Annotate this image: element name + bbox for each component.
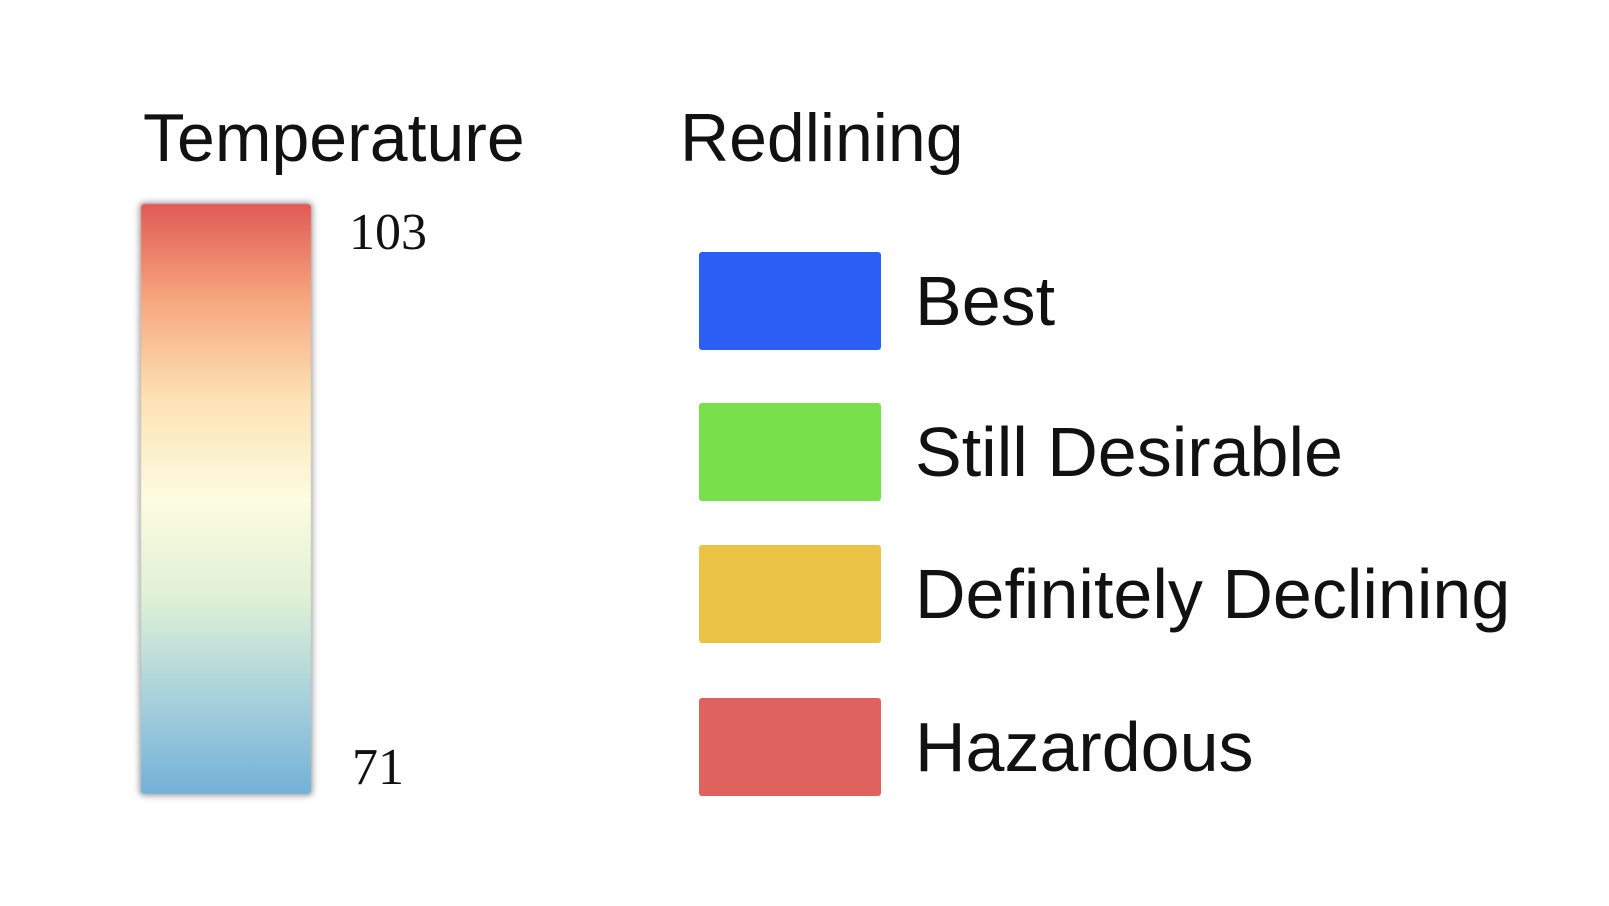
temperature-max-label: 103: [349, 204, 427, 261]
legend-item-definitely-declining: Definitely Declining: [699, 545, 1559, 643]
swatch-definitely-declining: [699, 545, 881, 643]
swatch-still-desirable: [699, 403, 881, 501]
legend-item-best: Best: [699, 252, 1559, 350]
temperature-min-label: 71: [352, 739, 404, 796]
legend-item-hazardous: Hazardous: [699, 698, 1559, 796]
redlining-title: Redlining: [680, 100, 964, 176]
legend-label-still-desirable: Still Desirable: [915, 413, 1343, 491]
legend-label-best: Best: [915, 262, 1056, 340]
legend-item-still-desirable: Still Desirable: [699, 403, 1559, 501]
legend-label-hazardous: Hazardous: [915, 708, 1254, 786]
legend-label-definitely-declining: Definitely Declining: [915, 555, 1511, 633]
swatch-best: [699, 252, 881, 350]
temperature-title: Temperature: [143, 100, 525, 176]
swatch-hazardous: [699, 698, 881, 796]
temperature-gradient-bar: [141, 204, 311, 794]
